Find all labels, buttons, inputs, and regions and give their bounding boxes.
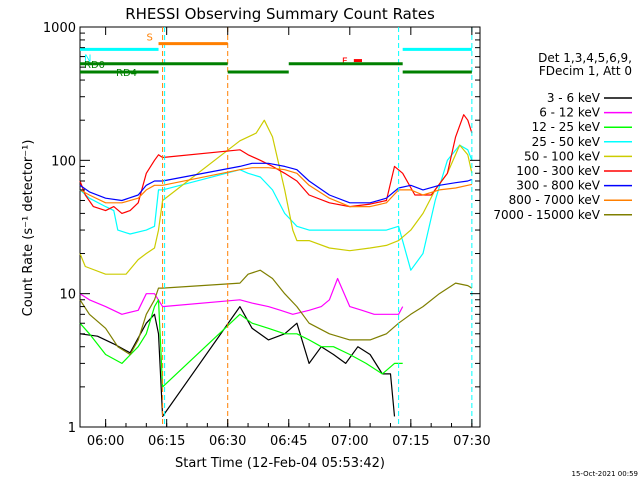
series-line-3	[79, 144, 473, 271]
axes: 06:00 06:15 06:30 06:45 07:00 07:15 07:30 1 10 10…	[43, 21, 491, 449]
legend-label-8: 7000 - 15000 keV	[493, 208, 600, 222]
series-line-5	[79, 114, 473, 214]
legend-label-4: 50 - 100 keV	[524, 149, 601, 163]
series-line-8	[79, 269, 473, 356]
y-tick-label-3: 1000	[43, 21, 76, 36]
state-label-f: F	[342, 57, 348, 68]
legend-label-2: 12 - 25 keV	[532, 120, 601, 134]
timestamp: 15-Oct-2021 00:59	[572, 470, 638, 478]
series-line-0	[79, 306, 396, 417]
legend-label-0: 3 - 6 keV	[547, 91, 601, 105]
x-tick-label-4: 07:00	[331, 434, 368, 449]
x-axis-label: Start Time (12-Feb-04 05:53:42)	[175, 456, 385, 471]
y-axis-label: Count Rate (s⁻¹ detector⁻¹)	[21, 140, 36, 317]
plot-area	[79, 26, 481, 428]
legend-label-1: 6 - 12 keV	[539, 106, 601, 120]
state-bars: S N F RD0 RD4	[80, 33, 472, 79]
chart-title: RHESSI Observing Summary Count Rates	[125, 5, 435, 23]
legend: Det 1,3,4,5,6,9,FDecim 1, Att 0 3 - 6 keV…	[493, 51, 632, 222]
legend-label-7: 800 - 7000 keV	[509, 193, 601, 207]
y-tick-label-0: 1	[68, 421, 76, 436]
x-tick-label-1: 06:15	[148, 434, 185, 449]
legend-label-3: 25 - 50 keV	[532, 135, 601, 149]
state-label-rd4: RD4	[116, 68, 137, 79]
legend-header-line-0: Det 1,3,4,5,6,9,	[538, 51, 632, 65]
x-tick-label-6: 07:30	[453, 434, 490, 449]
x-tick-label-5: 07:15	[392, 434, 429, 449]
series-line-4	[79, 119, 473, 275]
state-label-rd0: RD0	[84, 60, 105, 71]
y-tick-label-2: 100	[51, 154, 76, 169]
legend-label-5: 100 - 300 keV	[516, 164, 600, 178]
series-line-6	[79, 162, 473, 204]
plot-frame	[79, 26, 481, 428]
series-line-1	[79, 277, 404, 315]
legend-header-line-1: FDecim 1, Att 0	[539, 64, 632, 78]
series-line-7	[79, 167, 473, 208]
y-tick-label-1: 10	[59, 288, 76, 303]
state-label-s: S	[147, 33, 153, 44]
series-layer	[79, 27, 473, 427]
x-tick-label-3: 06:45	[270, 434, 307, 449]
x-tick-label-2: 06:30	[209, 434, 246, 449]
x-tick-label-0: 06:00	[87, 434, 124, 449]
state-label-n: N	[84, 53, 91, 64]
legend-label-6: 300 - 800 keV	[516, 179, 600, 193]
